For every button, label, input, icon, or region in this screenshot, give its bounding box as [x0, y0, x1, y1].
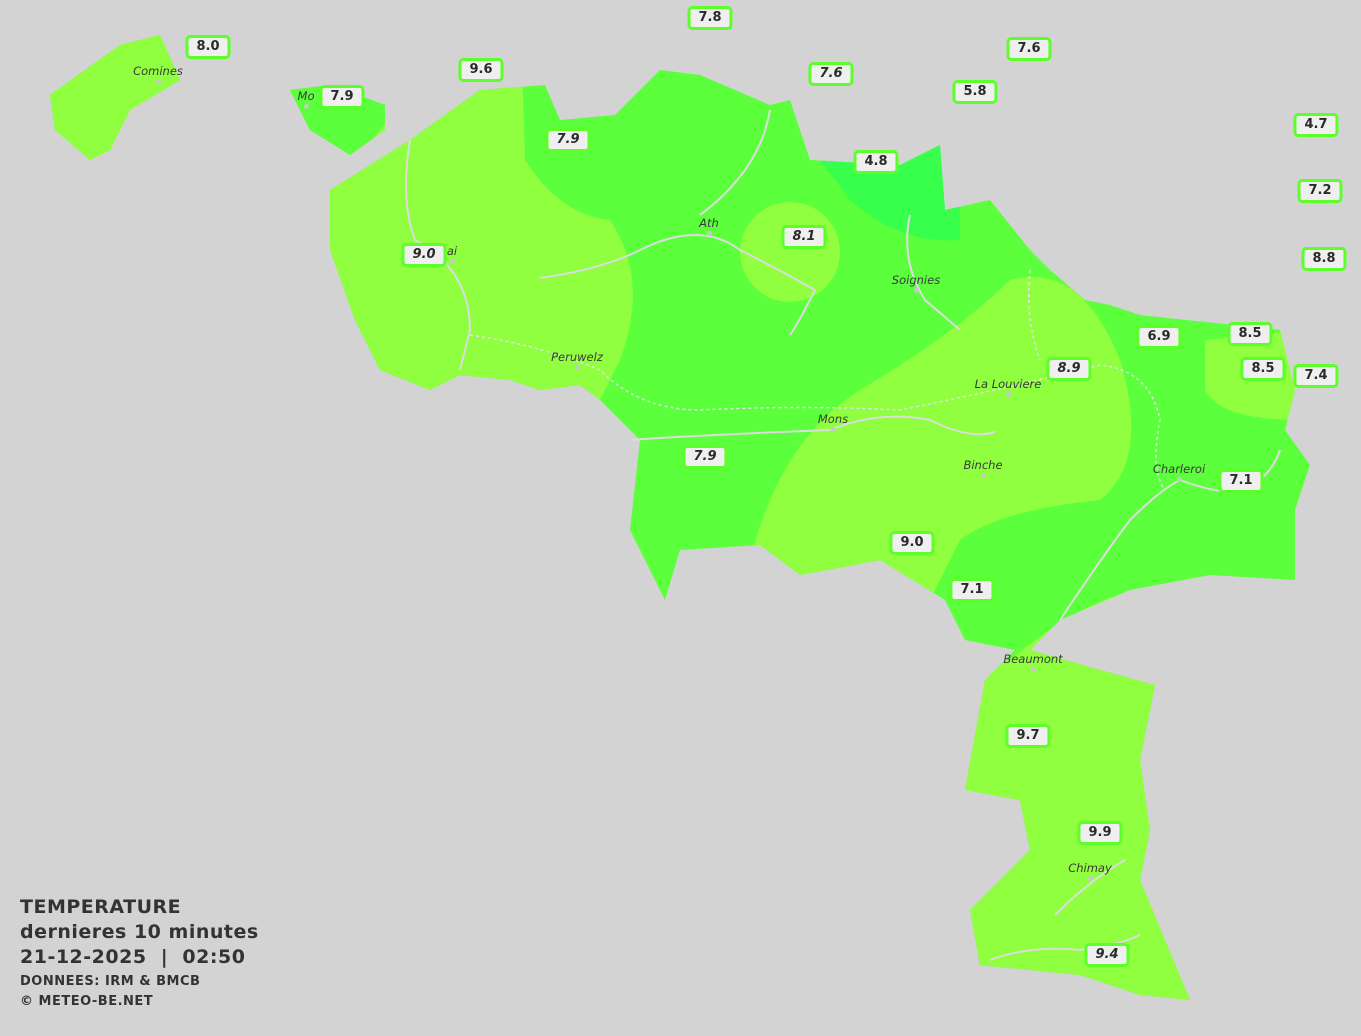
town-marker — [575, 365, 580, 370]
station-temperature-label: 7.6 — [808, 62, 854, 86]
station-temperature-label: 7.8 — [687, 6, 733, 30]
town-label: Chimay — [1068, 861, 1112, 875]
station-temperature-label: 9.0 — [401, 243, 447, 267]
station-temperature-label: 6.9 — [1136, 325, 1182, 349]
town-label: Ath — [699, 216, 719, 230]
town-marker — [981, 473, 986, 478]
station-temperature-label: 4.8 — [853, 150, 899, 174]
station-temperature-label: 8.8 — [1301, 247, 1347, 271]
borders — [469, 269, 1166, 491]
station-temperature-label: 8.5 — [1240, 357, 1286, 381]
station-temperature-label: 9.0 — [889, 531, 935, 555]
zone-warm-center — [750, 276, 1132, 600]
station-temperature-label: 7.9 — [682, 445, 728, 469]
town-marker — [1177, 477, 1182, 482]
town-label: Comines — [133, 64, 183, 78]
caption-datetime: 21-12-2025 | 02:50 — [20, 946, 246, 968]
town-marker — [156, 79, 161, 84]
station-temperature-label: 7.9 — [545, 128, 591, 152]
town-marker — [831, 427, 836, 432]
town-marker — [450, 259, 455, 264]
station-temperature-label: 9.9 — [1077, 821, 1123, 845]
station-temperature-label: 8.1 — [781, 225, 827, 249]
town-marker — [1006, 392, 1011, 397]
town-label: La Louviere — [974, 377, 1042, 391]
zone-warm-comines — [50, 35, 190, 170]
town-marker — [914, 288, 919, 293]
station-temperature-label: 7.2 — [1297, 179, 1343, 203]
map-caption: TEMPERATURE dernieres 10 minutes 21-12-2… — [20, 895, 259, 1012]
town-marker — [707, 231, 712, 236]
zone-warm-ath — [740, 202, 840, 302]
town-label: Charleroi — [1152, 462, 1206, 476]
station-temperature-label: 7.1 — [949, 578, 995, 602]
caption-source: DONNEES: IRM & BMCB — [20, 974, 201, 989]
town-label: Binche — [963, 458, 1003, 472]
town-marker — [304, 104, 309, 109]
town-marker — [1031, 667, 1036, 672]
station-temperature-label: 8.0 — [185, 35, 231, 59]
station-temperature-label: 4.7 — [1293, 113, 1339, 137]
station-temperature-label: 8.5 — [1227, 322, 1273, 346]
town-marker — [1088, 876, 1093, 881]
caption-period: dernieres 10 minutes — [20, 921, 259, 943]
caption-copyright: © METEO-BE.NET — [20, 994, 154, 1009]
town-label: Beaumont — [1003, 652, 1063, 666]
station-temperature-label: 7.4 — [1293, 364, 1339, 388]
station-temperature-label: 9.7 — [1005, 724, 1051, 748]
caption-title: TEMPERATURE — [20, 896, 182, 918]
station-temperature-label: 7.9 — [319, 85, 365, 109]
station-temperature-label: 9.6 — [458, 58, 504, 82]
zone-warm-south — [900, 590, 1300, 1000]
town-label: Mons — [817, 412, 849, 426]
station-temperature-label: 5.8 — [952, 80, 998, 104]
town-label: Mo — [297, 89, 315, 103]
station-temperature-label: 9.4 — [1084, 943, 1130, 967]
town-label: Soignies — [891, 273, 941, 287]
station-temperature-label: 8.9 — [1046, 357, 1092, 381]
station-temperature-label: 7.1 — [1218, 469, 1264, 493]
station-temperature-label: 7.6 — [1006, 37, 1052, 61]
town-label: ai — [446, 244, 458, 258]
town-label: Peruwelz — [551, 350, 603, 364]
